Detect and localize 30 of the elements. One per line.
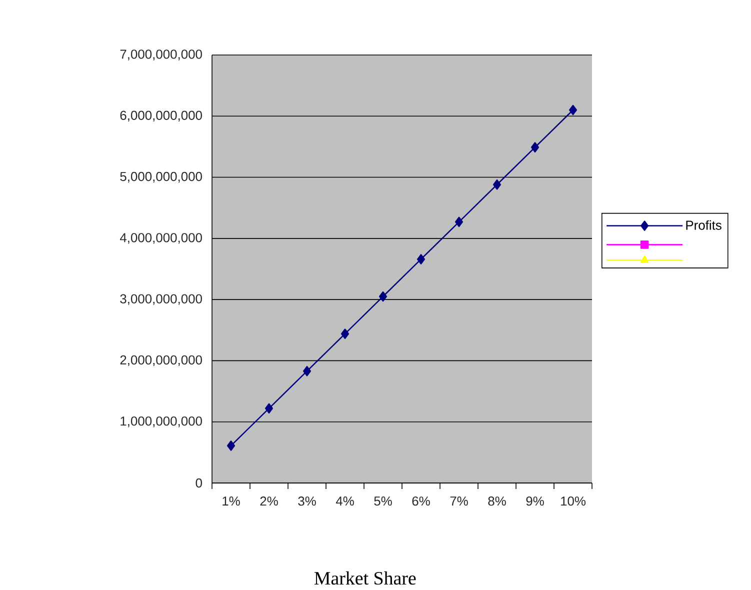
y-tick-label: 2,000,000,000 (120, 355, 202, 366)
point (454, 216, 464, 228)
y-tick-label: 4,000,000,000 (120, 233, 202, 244)
y-tick-label: 6,000,000,000 (120, 110, 202, 122)
x-tick-label: 6% (412, 496, 430, 506)
x-axis-title: Market Share (314, 571, 416, 585)
y-tick-label: 7,000,000,000 (120, 50, 202, 60)
x-tick-label: 5% (374, 496, 392, 506)
point (340, 328, 350, 339)
point (264, 403, 274, 414)
point (226, 440, 236, 451)
x-tick-label: 9% (526, 496, 544, 506)
x-tick-label: 7% (450, 496, 468, 506)
x-tick-label: 1% (222, 496, 240, 506)
point (530, 142, 540, 152)
x-tick-label: 8% (488, 496, 506, 506)
point (492, 179, 502, 190)
x-tick-label: 4% (336, 496, 354, 506)
y-tick-label: 5,000,000,000 (120, 172, 202, 183)
point (568, 104, 578, 116)
y-tick-label: 0 (196, 478, 202, 488)
point (416, 254, 426, 264)
text: Profits (686, 220, 722, 230)
point (378, 291, 388, 302)
x-tick-label: 3% (298, 496, 316, 506)
y-tick-label: 3,000,000,000 (120, 294, 202, 305)
x-tick-label: 2% (260, 496, 278, 506)
point (302, 366, 312, 376)
y-tick-label: 1,000,000,000 (120, 416, 202, 428)
x-tick-label: 10% (561, 496, 586, 506)
